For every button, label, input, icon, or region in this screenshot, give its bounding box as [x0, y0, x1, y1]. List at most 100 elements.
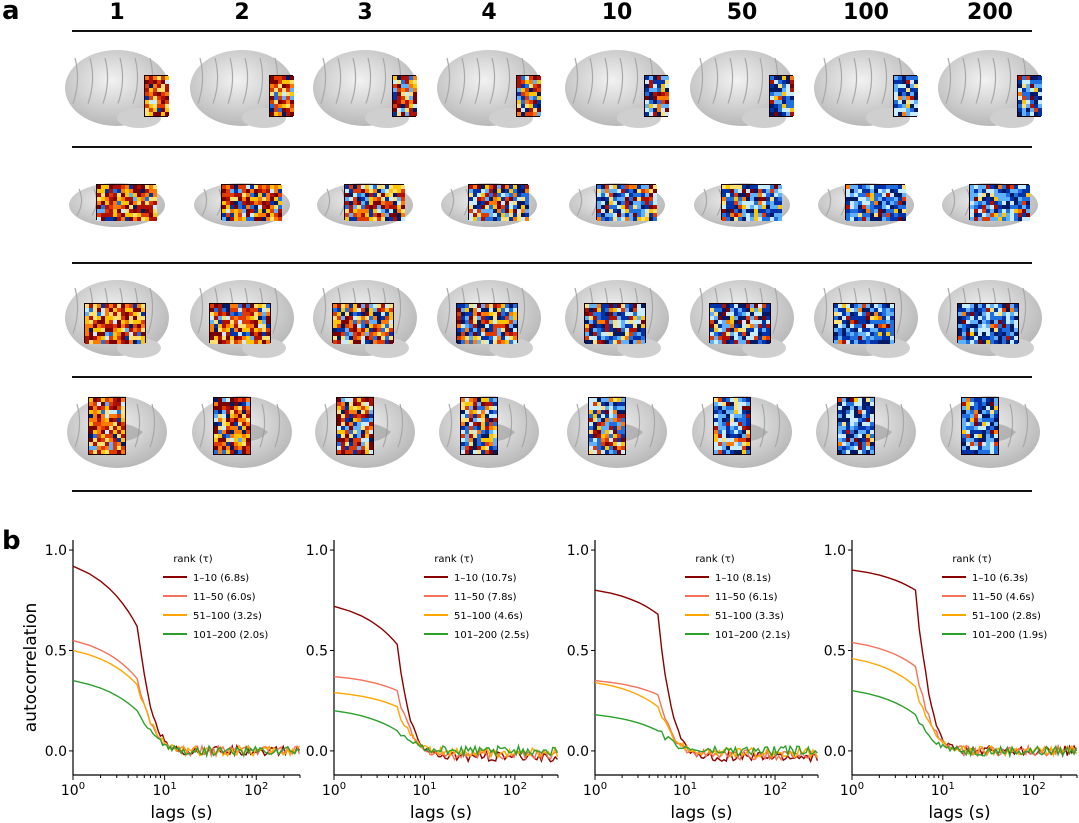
y-tick-label: 1.0	[306, 543, 328, 559]
brain-map-view-lateral-occipital-rank-100	[814, 50, 918, 128]
x-tick-label: 102	[244, 781, 268, 799]
panel-b-label: b	[2, 526, 21, 556]
legend-entry: 11–50 (6.1s)	[715, 592, 778, 603]
legend-entry: 101–200 (2.0s)	[193, 630, 268, 641]
brain-map-view-lateral-occipital-rank-10	[565, 50, 669, 128]
y-tick-label: 0.0	[567, 744, 589, 760]
legend-title: rank (τ)	[173, 554, 212, 565]
autocorrelation-chart-3: 0.0 0.5 1.0 100 101 102 lags (s) rank (τ) 1–10 (…	[567, 540, 819, 823]
brain-map-grid	[65, 50, 1042, 468]
brain-map-view-ventral-rank-3	[317, 183, 413, 227]
y-axis-label: autocorrelation	[21, 603, 41, 732]
series-line-4	[72, 679, 300, 759]
brain-map-view-lateral-temporal-rank-3	[313, 280, 417, 358]
autocorrelation-chart-1: 0.0 0.5 1.0 100 101 102 lags (s) autocorrelatio…	[21, 540, 301, 823]
legend-title: rank (τ)	[434, 554, 473, 565]
series-line-3	[72, 649, 300, 758]
legend-entry: 1–10 (8.1s)	[715, 573, 771, 584]
legend-entry: 11–50 (4.6s)	[972, 592, 1035, 603]
legend-title: rank (τ)	[695, 554, 734, 565]
legend-title: rank (τ)	[952, 554, 991, 565]
y-tick-label: 1.0	[567, 543, 589, 559]
legend-entry: 51–100 (4.6s)	[454, 611, 523, 622]
autocorrelation-chart-2: 0.0 0.5 1.0 100 101 102 lags (s) rank (τ) 1–10 (…	[306, 540, 559, 823]
brain-map-view-lateral-temporal-rank-1	[65, 280, 169, 358]
brain-map-view-lateral-temporal-rank-2	[190, 280, 294, 358]
autocorrelation-plots: 0.0 0.5 1.0 100 101 102 lags (s) autocorrelatio…	[21, 540, 1078, 823]
y-tick-label: 1.0	[824, 543, 846, 559]
column-header-rank-4: 4	[481, 0, 497, 25]
x-tick-label: 100	[583, 781, 607, 799]
brain-map-view-medial-rank-4	[439, 396, 539, 468]
brain-map-view-medial-rank-3	[315, 396, 415, 468]
brain-map-view-lateral-occipital-rank-4	[437, 50, 541, 128]
x-tick-label: 102	[1022, 781, 1046, 799]
series-line-4	[333, 710, 559, 759]
brain-map-view-lateral-temporal-rank-4	[437, 280, 541, 358]
x-axis-label: lags (s)	[410, 803, 472, 823]
x-tick-label: 100	[322, 781, 346, 799]
y-tick-label: 0.0	[824, 744, 846, 760]
y-tick-label: 0.5	[567, 643, 589, 659]
brain-map-view-ventral-rank-4	[441, 183, 537, 227]
brain-map-view-medial-rank-100	[816, 396, 916, 468]
series-line-4	[594, 714, 818, 758]
x-tick-label: 100	[61, 781, 85, 799]
column-header-rank-3: 3	[357, 0, 373, 25]
y-tick-label: 0.0	[45, 744, 67, 760]
row-divider	[72, 30, 1032, 32]
legend-entry: 11–50 (7.8s)	[454, 592, 517, 603]
brain-map-view-ventral-rank-50	[694, 183, 790, 227]
column-header-rank-10: 10	[601, 0, 633, 25]
brain-map-view-ventral-rank-200	[942, 183, 1038, 227]
autocorrelation-chart-4: 0.0 0.5 1.0 100 101 102 lags (s) rank (τ) 1–10 (…	[824, 540, 1078, 823]
brain-map-view-medial-rank-10	[567, 396, 667, 468]
brain-map-view-lateral-temporal-rank-200	[938, 280, 1042, 358]
brain-map-view-lateral-occipital-rank-1	[65, 50, 169, 128]
x-axis-label: lags (s)	[928, 803, 990, 823]
x-tick-label: 101	[412, 781, 436, 799]
y-tick-label: 0.0	[306, 744, 328, 760]
brain-map-view-ventral-rank-10	[569, 183, 665, 227]
legend-entry: 1–10 (10.7s)	[454, 573, 517, 584]
brain-map-view-medial-rank-1	[67, 396, 167, 468]
legend-entry: 101–200 (2.5s)	[454, 630, 529, 641]
brain-map-view-medial-rank-50	[692, 396, 792, 468]
brain-map-view-lateral-temporal-rank-10	[565, 280, 669, 358]
legend-entry: 51–100 (3.3s)	[715, 611, 784, 622]
column-header-rank-2: 2	[234, 0, 250, 25]
panel-a-label: a	[2, 0, 20, 26]
x-tick-label: 101	[673, 781, 697, 799]
x-tick-label: 102	[763, 781, 787, 799]
column-header-rank-200: 200	[967, 0, 1013, 25]
x-axis-label: lags (s)	[670, 803, 732, 823]
series-line-1	[851, 569, 1078, 759]
x-tick-label: 102	[503, 781, 527, 799]
column-header-rank-50: 50	[726, 0, 758, 25]
brain-map-view-ventral-rank-2	[194, 183, 290, 227]
brain-map-view-medial-rank-2	[192, 396, 292, 468]
row-divider	[72, 146, 1032, 148]
column-header-rank-1: 1	[109, 0, 125, 25]
y-tick-label: 0.5	[824, 643, 846, 659]
legend-entry: 101–200 (1.9s)	[972, 630, 1047, 641]
x-tick-label: 101	[931, 781, 955, 799]
brain-map-view-ventral-rank-1	[69, 183, 165, 227]
column-header-rank-100: 100	[843, 0, 889, 25]
series-line-3	[333, 691, 559, 759]
x-tick-label: 101	[153, 781, 177, 799]
legend-entry: 11–50 (6.0s)	[193, 592, 256, 603]
x-tick-label: 100	[840, 781, 864, 799]
legend-entry: 1–10 (6.3s)	[972, 573, 1028, 584]
legend-entry: 51–100 (3.2s)	[193, 611, 262, 622]
brain-map-view-lateral-temporal-rank-100	[814, 280, 918, 358]
row-divider	[72, 262, 1032, 264]
brain-map-view-ventral-rank-100	[818, 183, 914, 227]
legend-entry: 101–200 (2.1s)	[715, 630, 790, 641]
brain-map-view-lateral-temporal-rank-50	[690, 280, 794, 358]
brain-map-view-lateral-occipital-rank-50	[690, 50, 794, 128]
row-divider	[72, 490, 1032, 492]
brain-map-view-lateral-occipital-rank-3	[313, 50, 417, 128]
brain-map-view-medial-rank-200	[940, 396, 1040, 468]
row-divider	[72, 376, 1032, 378]
